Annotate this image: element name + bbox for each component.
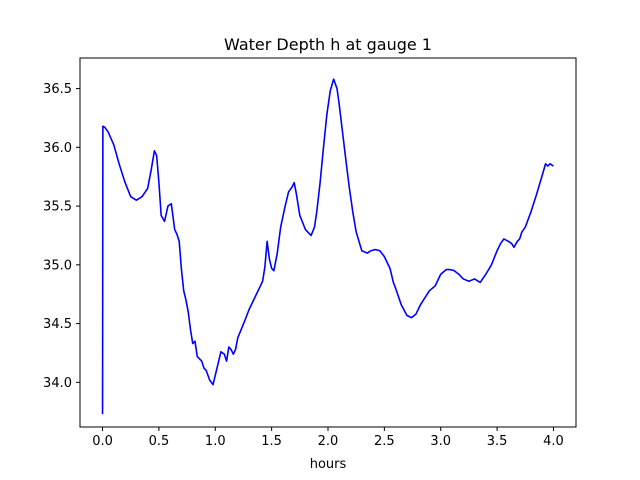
x-tick-label: 2.0 [318, 434, 339, 449]
x-tick-label: 2.5 [374, 434, 395, 449]
x-tick-label: 1.0 [205, 434, 226, 449]
y-tick-label: 35.0 [43, 258, 72, 273]
x-tick-label: 0.0 [92, 434, 113, 449]
plot-layer [101, 78, 554, 415]
x-tick-label: 4.0 [543, 434, 564, 449]
x-tick-label: 0.5 [149, 434, 170, 449]
chart-title: Water Depth h at gauge 1 [224, 35, 432, 54]
x-axis-label: hours [310, 457, 347, 472]
series-line-0 [101, 78, 554, 415]
y-tick-label: 36.5 [43, 82, 72, 97]
y-tick-label: 36.0 [43, 141, 72, 156]
x-tick-label: 1.5 [261, 434, 282, 449]
x-tick-label: 3.5 [487, 434, 508, 449]
x-axis-ticks: 0.0 0.5 1.0 1.5 2.0 2.5 3.0 3.5 4.0 [92, 427, 564, 449]
x-tick-label: 3.0 [430, 434, 451, 449]
y-tick-label: 34.0 [43, 376, 72, 391]
y-tick-label: 35.5 [43, 200, 72, 215]
y-axis-ticks: 34.0 34.5 35.0 35.5 36.0 36.5 [43, 82, 80, 391]
y-tick-label: 34.5 [43, 317, 72, 332]
